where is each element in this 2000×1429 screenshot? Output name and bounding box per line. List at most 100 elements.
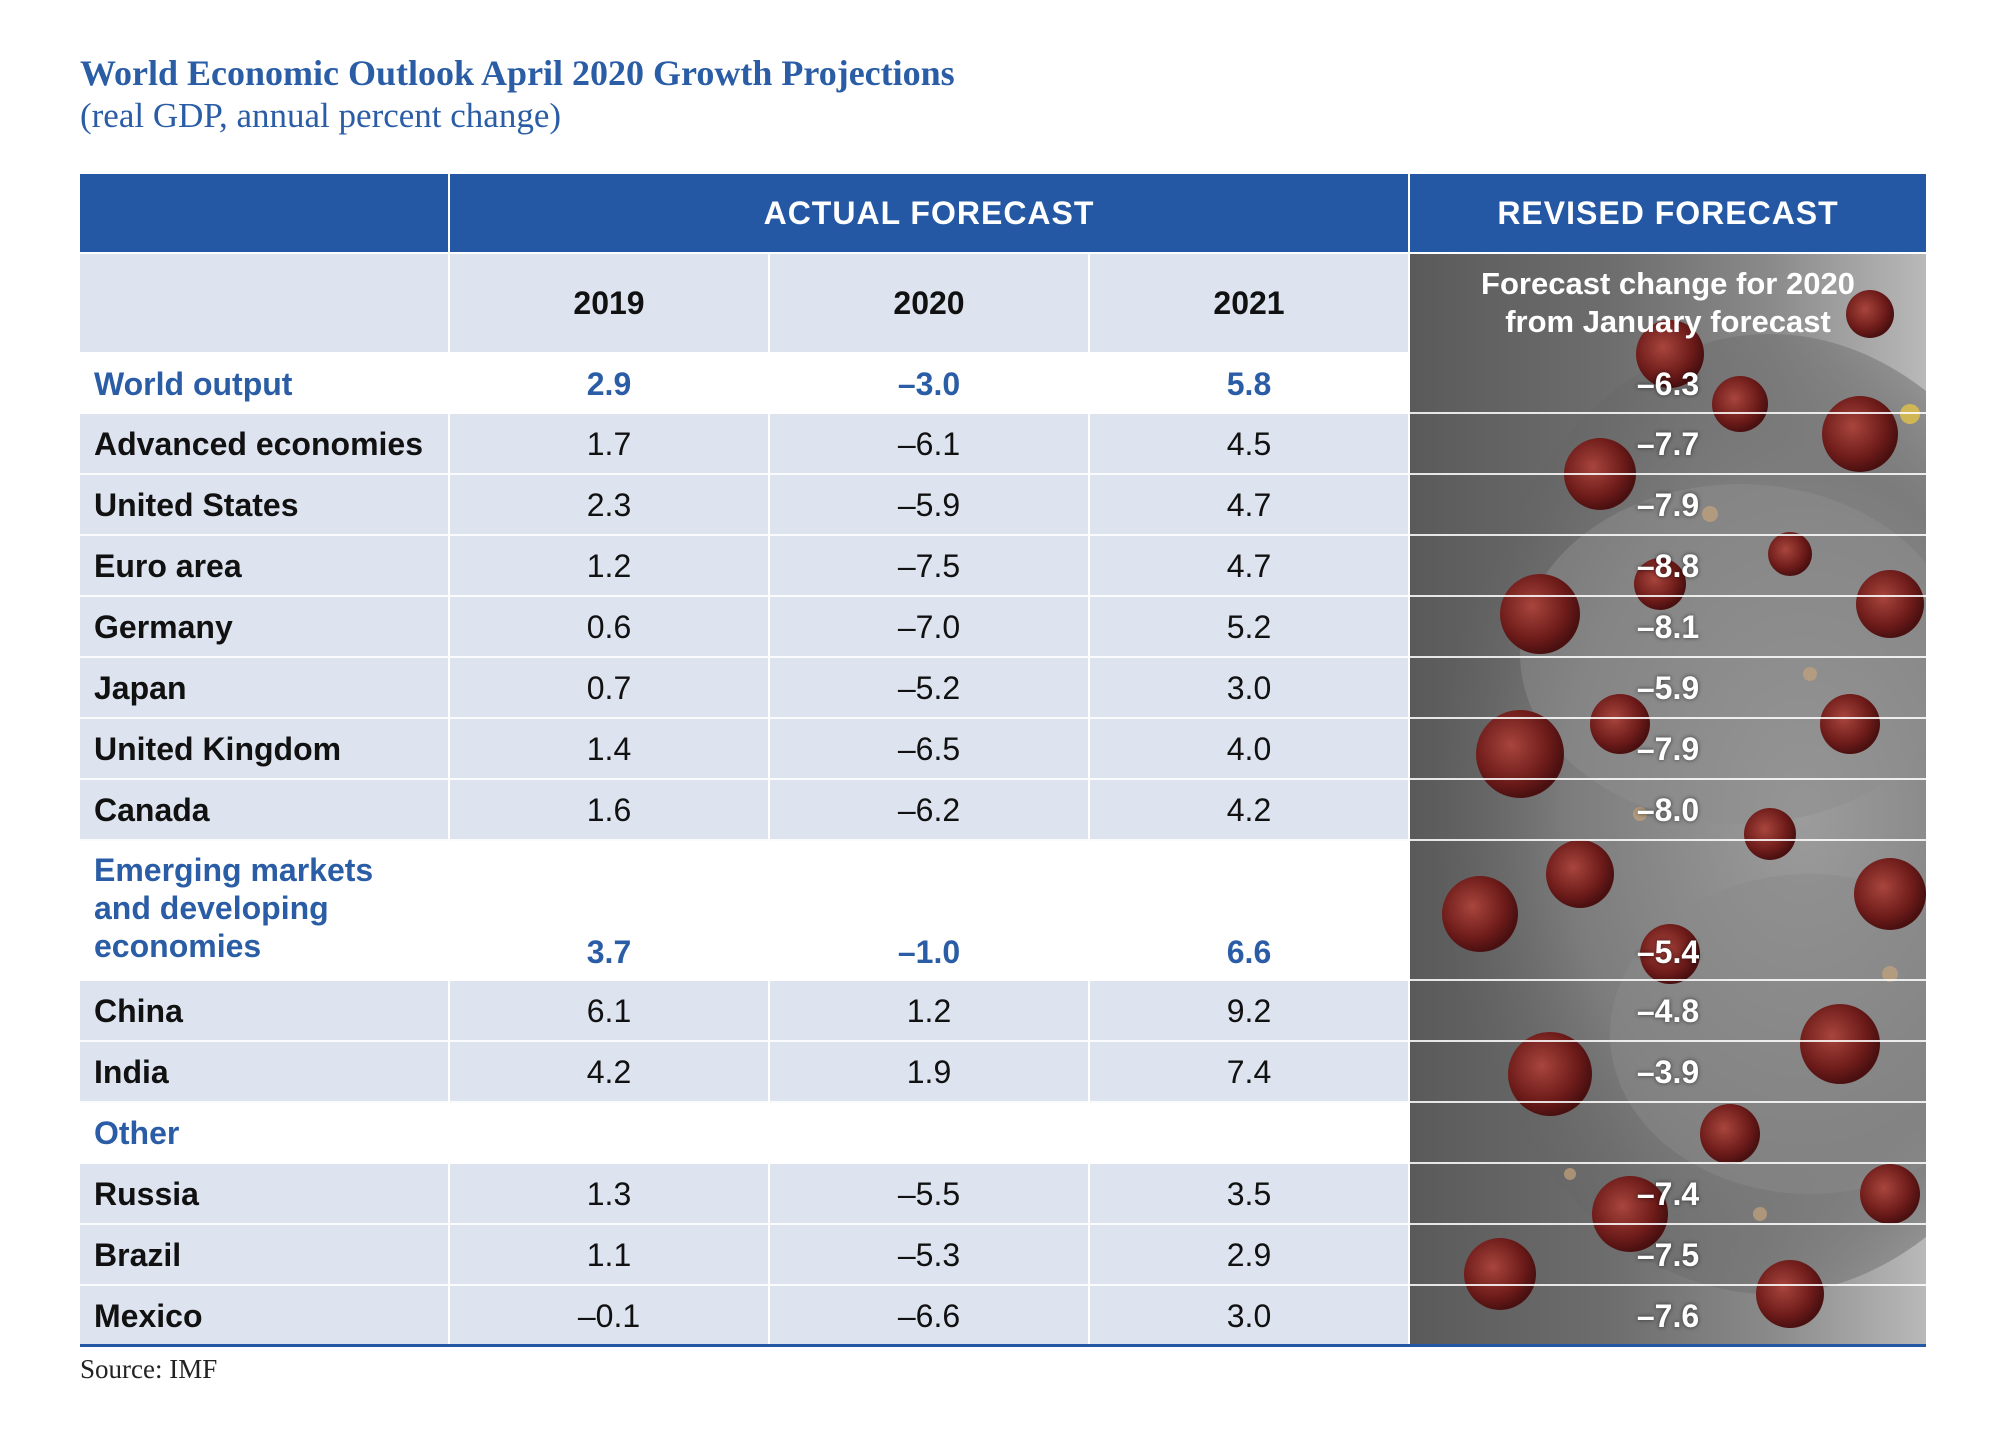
value-2019: 0.7	[586, 670, 632, 706]
row-label: United States	[94, 487, 299, 523]
table-row: Mexico –0.1 –6.6 3.0 –7.6	[80, 1286, 1926, 1346]
revised-forecast-header: REVISED FORECAST	[1410, 174, 1926, 252]
row-label-line: Emerging markets	[94, 852, 374, 888]
table-row: Emerging markets and developing economie…	[80, 841, 1926, 981]
value-2020: –5.3	[897, 1237, 961, 1273]
value-2020: –7.0	[897, 609, 961, 645]
row-label: Mexico	[94, 1297, 203, 1334]
value-2021: 6.6	[1226, 934, 1272, 970]
value-2021: 3.0	[1226, 1297, 1272, 1334]
coronavirus-image	[1410, 254, 1926, 1346]
value-2020: –6.5	[897, 731, 961, 767]
table-row: Euro area 1.2 –7.5 4.7 –8.8	[80, 536, 1926, 597]
value-2019: 4.2	[586, 1054, 632, 1090]
value-2019: –0.1	[577, 1297, 641, 1334]
value-2021: 4.7	[1226, 548, 1272, 584]
row-label: Other	[94, 1115, 180, 1151]
value-2021: 5.2	[1226, 609, 1272, 645]
forecast-change-value: –8.1	[1636, 609, 1700, 645]
table-row: Advanced economies 1.7 –6.1 4.5 –7.7	[80, 414, 1926, 475]
value-2020: –1.0	[897, 934, 961, 970]
forecast-change-value: –5.4	[1636, 934, 1700, 970]
year-2020-header: 2020	[893, 284, 965, 321]
forecast-change-header: Forecast change for 2020 from January fo…	[1410, 254, 1926, 352]
table-bottom-rule	[80, 1344, 1926, 1347]
page-title: World Economic Outlook April 2020 Growth…	[80, 53, 955, 93]
row-label: Emerging markets and developing economie…	[94, 841, 434, 981]
forecast-change-value: –7.7	[1636, 426, 1700, 462]
row-label: Russia	[94, 1176, 199, 1212]
table-row: India 4.2 1.9 7.4 –3.9	[80, 1042, 1926, 1103]
row-label-line: economies	[94, 928, 262, 964]
value-2019: 1.7	[586, 426, 632, 462]
forecast-change-value: –7.9	[1636, 487, 1700, 523]
row-label: Germany	[94, 609, 233, 645]
value-2020: 1.9	[906, 1054, 952, 1090]
forecast-change-header-line1: Forecast change for 2020	[1481, 266, 1855, 301]
forecast-change-value: –7.5	[1636, 1237, 1700, 1273]
value-2019: 6.1	[586, 993, 632, 1029]
table-row: Brazil 1.1 –5.3 2.9 –7.5	[80, 1225, 1926, 1286]
value-2019: 1.4	[586, 731, 632, 767]
value-2021: 5.8	[1226, 365, 1272, 402]
row-label: Canada	[94, 792, 210, 828]
forecast-change-header-line2: from January forecast	[1505, 304, 1831, 339]
table-row: United Kingdom 1.4 –6.5 4.0 –7.9	[80, 719, 1926, 780]
value-2021: 2.9	[1226, 1237, 1272, 1273]
value-2019: 1.6	[586, 792, 632, 828]
value-2021: 7.4	[1226, 1054, 1272, 1090]
value-2019: 1.3	[586, 1176, 632, 1212]
column-divider	[1088, 1164, 1090, 1346]
forecast-change-value: –7.6	[1636, 1297, 1700, 1334]
actual-forecast-header: ACTUAL FORECAST	[450, 174, 1408, 252]
value-2021: 4.2	[1226, 792, 1272, 828]
column-divider	[1088, 254, 1090, 1103]
page-subtitle: (real GDP, annual percent change)	[80, 96, 562, 135]
source-note: Source: IMF	[80, 1354, 218, 1384]
table-row: Russia 1.3 –5.5 3.5 –7.4	[80, 1164, 1926, 1225]
coronavirus-illustration	[1440, 290, 1926, 1328]
forecast-change-value: –7.4	[1636, 1176, 1700, 1212]
value-2020: –6.1	[897, 426, 961, 462]
forecast-change-value: –5.9	[1636, 670, 1700, 706]
value-2021: 4.7	[1226, 487, 1272, 523]
value-2021: 3.0	[1226, 670, 1272, 706]
column-divider	[768, 1164, 770, 1346]
forecast-change-value: –8.8	[1636, 548, 1700, 584]
row-label: Japan	[94, 670, 187, 706]
row-label: Advanced economies	[94, 426, 423, 462]
row-label-line: and developing	[94, 890, 329, 926]
table-row: Canada 1.6 –6.2 4.2 –8.0	[80, 780, 1926, 841]
table-row: Other	[80, 1103, 1926, 1164]
forecast-change-value: –4.8	[1636, 993, 1700, 1029]
year-header-band	[80, 254, 1408, 352]
value-2019: 1.2	[586, 548, 632, 584]
table-row: World output 2.9 –3.0 5.8 –6.3	[80, 354, 1926, 414]
table-row: United States 2.3 –5.9 4.7 –7.9	[80, 475, 1926, 536]
row-label: India	[94, 1054, 169, 1090]
value-2020: –7.5	[897, 548, 961, 584]
value-2020: –5.5	[897, 1176, 961, 1212]
growth-projections-table: ACTUAL FORECAST REVISED FORECAST 2019 20…	[80, 174, 1926, 1346]
value-2020: –6.6	[897, 1297, 961, 1334]
row-label: United Kingdom	[94, 731, 342, 767]
row-label: Brazil	[94, 1237, 182, 1273]
value-2020: –5.2	[897, 670, 961, 706]
forecast-change-value: –3.9	[1636, 1054, 1700, 1090]
value-2019: 2.3	[586, 487, 632, 523]
value-2020: –6.2	[897, 792, 961, 828]
value-2019: 2.9	[586, 365, 632, 402]
value-2020: 1.2	[906, 993, 952, 1029]
row-label: World output	[94, 365, 293, 402]
value-2019: 0.6	[586, 609, 632, 645]
value-2021: 3.5	[1226, 1176, 1272, 1212]
table-row: Japan 0.7 –5.2 3.0 –5.9	[80, 658, 1926, 719]
forecast-change-value: –7.9	[1636, 731, 1700, 767]
forecast-change-value: –6.3	[1636, 365, 1700, 402]
value-2021: 9.2	[1226, 993, 1272, 1029]
year-2019-header: 2019	[573, 284, 645, 321]
value-2020: –5.9	[897, 487, 961, 523]
column-divider	[448, 254, 450, 1346]
forecast-change-value: –8.0	[1636, 792, 1700, 828]
table-row: China 6.1 1.2 9.2 –4.8	[80, 981, 1926, 1042]
